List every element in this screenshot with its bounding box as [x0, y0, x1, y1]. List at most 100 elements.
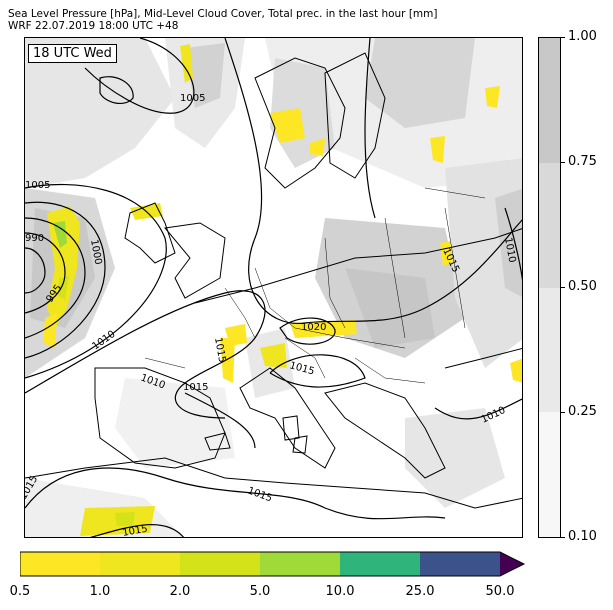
cloud-colorbar-tick — [561, 412, 565, 413]
map-title: Sea Level Pressure [hPa], Mid-Level Clou… — [8, 8, 438, 20]
precip-cell — [53, 221, 67, 248]
isobar — [25, 247, 46, 294]
precip-colorbar-segment — [100, 552, 181, 576]
precip-colorbar-segment — [260, 552, 341, 576]
coastline — [94, 367, 226, 469]
cloud-area — [495, 188, 522, 297]
cloud-colorbar-tick-label: 0.50 — [568, 279, 597, 294]
precip-colorbar-outline — [20, 551, 526, 577]
cloud-colorbar-tick — [561, 162, 565, 163]
cloud-colorbar-tick-label: 0.10 — [568, 529, 597, 544]
precip-colorbar-tick-label: 10.0 — [325, 584, 355, 599]
border — [284, 337, 326, 379]
precip-cell — [115, 512, 135, 526]
border — [254, 267, 296, 329]
isobar-label: 1005 — [25, 180, 50, 191]
border — [224, 287, 256, 339]
cloud-colorbar-tick-label: 0.75 — [568, 154, 597, 169]
isobar-label: 1015 — [212, 337, 227, 364]
cloud-colorbar-tick — [561, 37, 565, 38]
precip-colorbar-extend-arrow — [500, 552, 524, 576]
precip-cell — [485, 86, 500, 108]
cloud-area — [345, 268, 435, 348]
border — [324, 237, 346, 329]
isobar — [224, 38, 522, 324]
precip-colorbar-segment — [180, 552, 261, 576]
precip-colorbar-tick-label: 50.0 — [485, 584, 515, 599]
cloud-colorbar-segment — [539, 38, 560, 163]
coastline — [292, 435, 308, 454]
weather-map: 1005 1005 1000 990 995 1010 1010 1015 10… — [25, 38, 522, 538]
cloud-area — [25, 38, 175, 188]
isobar — [25, 217, 86, 339]
precip-colorbar-segment — [340, 552, 421, 576]
coastline-layer — [25, 52, 522, 509]
cloud-cover-colorbar — [538, 37, 561, 538]
coastline — [324, 52, 386, 179]
isobar-label: 1015 — [246, 485, 274, 504]
isobar — [269, 354, 366, 388]
coastline — [239, 367, 336, 469]
cloud-colorbar-tick-label: 0.25 — [568, 404, 597, 419]
precip-colorbar-tick-label: 25.0 — [405, 584, 435, 599]
isobar — [89, 524, 184, 537]
map-subtitle: WRF 22.07.2019 18:00 UTC +48 — [8, 20, 179, 32]
cloud-colorbar-tick-label: 1.00 — [568, 29, 597, 44]
isobar-label: 1015 — [122, 524, 149, 538]
precip-colorbar-segment — [420, 552, 501, 576]
precip-cell — [180, 44, 193, 83]
isobar — [25, 232, 66, 314]
precipitation-colorbar — [20, 551, 526, 577]
precip-cell — [47, 206, 80, 328]
isobar — [99, 76, 134, 105]
precip-colorbar-segment — [20, 552, 101, 576]
isobar — [25, 467, 446, 520]
precip-cell — [260, 343, 287, 368]
cloud-colorbar-segment — [539, 412, 560, 537]
isobar-label: 1005 — [180, 93, 205, 104]
cloud-area — [405, 408, 505, 508]
border — [144, 357, 186, 369]
border — [444, 207, 466, 329]
isobar-label: 1010 — [480, 405, 508, 426]
cloud-area — [365, 38, 475, 128]
precip-colorbar-tick-label: 1.0 — [89, 584, 111, 599]
cloud-colorbar-segment — [539, 287, 560, 413]
isobar-label: 1010 — [502, 237, 517, 264]
time-label: 18 UTC Wed — [28, 44, 117, 63]
isobar-label: 1010 — [90, 329, 117, 353]
cloud-area — [185, 43, 225, 108]
precip-cell — [58, 276, 69, 300]
isobar — [434, 398, 522, 420]
isobar — [184, 392, 256, 449]
precip-cell — [310, 138, 325, 156]
precipitation-layer — [43, 44, 522, 536]
coastline — [204, 432, 231, 451]
isobar — [279, 317, 336, 345]
map-panel: 1005 1005 1000 990 995 1010 1010 1015 10… — [24, 37, 523, 538]
isobar-label: 1000 — [88, 239, 103, 266]
coastline — [254, 57, 346, 189]
isobar-label: 1020 — [301, 322, 326, 333]
precip-colorbar-tick-label: 5.0 — [249, 584, 271, 599]
border — [294, 327, 406, 349]
isobar — [25, 183, 167, 379]
isobar — [25, 201, 106, 359]
isobar — [25, 290, 266, 419]
precip-colorbar-tick-label: 2.0 — [169, 584, 191, 599]
coastline — [164, 222, 226, 299]
coastline — [194, 228, 522, 304]
precip-colorbar-tick-label: 0.5 — [9, 584, 31, 599]
precip-cell — [220, 338, 235, 383]
isobar — [84, 38, 195, 114]
cloud-colorbar-tick — [561, 537, 565, 538]
cloud-colorbar-tick — [561, 287, 565, 288]
precip-cell — [270, 108, 305, 143]
coastline — [25, 457, 522, 509]
isobar-label: 1015 — [183, 382, 208, 393]
isobar-layer — [25, 38, 522, 537]
cloud-area — [115, 378, 235, 468]
precip-cell — [290, 320, 357, 338]
coastline — [324, 382, 446, 479]
border — [354, 357, 426, 384]
